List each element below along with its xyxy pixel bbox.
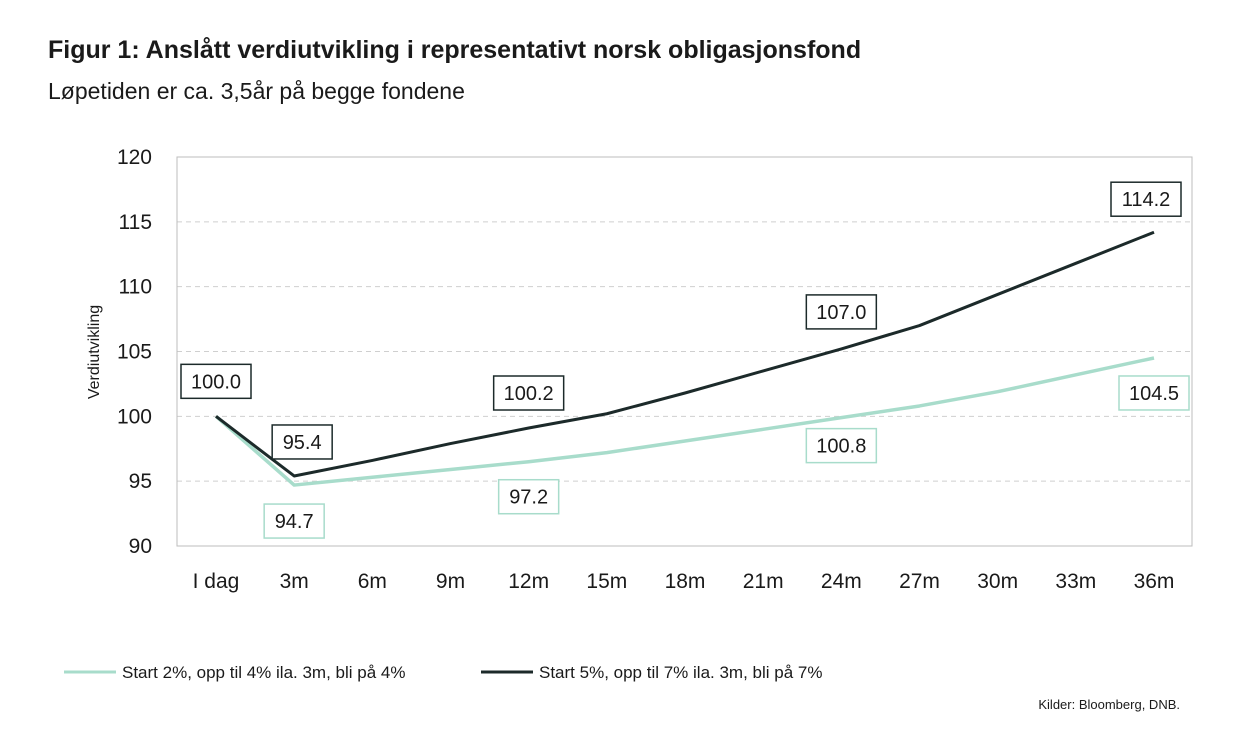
x-tick-label: 24m bbox=[821, 570, 862, 593]
data-label-box bbox=[805, 427, 878, 464]
x-tick-label: I dag bbox=[193, 570, 240, 593]
chart-subtitle: Løpetiden er ca. 3,5år på begge fondene bbox=[48, 78, 465, 104]
x-tick-label: 12m bbox=[508, 570, 549, 593]
x-tick-label: 27m bbox=[899, 570, 940, 593]
data-label-box bbox=[492, 375, 565, 411]
y-axis-label: Verdiutvikling bbox=[86, 305, 103, 399]
x-axis-ticks: I dag 3m 6m 9m 12m 15m 18m 21m 24m 27m 30m 33m 36m bbox=[193, 570, 1175, 593]
series-line bbox=[214, 356, 1155, 487]
data-label: 94.7 bbox=[275, 511, 314, 533]
data-label: 104.5 bbox=[1129, 383, 1179, 405]
y-tick-label: 115 bbox=[119, 211, 152, 234]
x-tick-label: 3m bbox=[280, 570, 309, 593]
series-line bbox=[215, 230, 1155, 478]
y-tick-label: 105 bbox=[117, 341, 152, 364]
x-tick-label: 36m bbox=[1134, 570, 1175, 593]
y-tick-label: 100 bbox=[117, 405, 152, 428]
data-label: 100.2 bbox=[504, 383, 554, 405]
x-tick-label: 21m bbox=[743, 570, 784, 593]
x-tick-label: 30m bbox=[977, 570, 1018, 593]
data-label: 97.2 bbox=[509, 487, 548, 509]
legend-label: Start 5%, opp til 7% ila. 3m, bli på 7% bbox=[539, 663, 822, 682]
data-label-box bbox=[497, 478, 560, 515]
x-tick-label: 6m bbox=[358, 570, 387, 593]
plot-frame bbox=[176, 156, 1193, 547]
data-label: 100.8 bbox=[816, 436, 866, 458]
y-axis-ticks: 90 95 100 105 110 115 120 bbox=[117, 146, 152, 558]
data-label: 95.4 bbox=[283, 432, 322, 454]
data-label: 114.2 bbox=[1122, 189, 1171, 211]
y-tick-label: 110 bbox=[119, 276, 152, 299]
series-lines bbox=[214, 230, 1155, 487]
y-tick-label: 120 bbox=[117, 146, 152, 169]
legend: Start 2%, opp til 4% ila. 3m, bli på 4% S… bbox=[64, 663, 822, 682]
data-label-box bbox=[263, 503, 325, 539]
data-label: 100.0 bbox=[191, 371, 241, 393]
x-tick-label: 9m bbox=[436, 570, 465, 593]
data-label: 107.0 bbox=[816, 302, 866, 324]
source-note: Kilder: Bloomberg, DNB. bbox=[1038, 697, 1180, 712]
data-label-box bbox=[1110, 181, 1182, 217]
x-tick-label: 33m bbox=[1055, 570, 1096, 593]
grid-lines bbox=[177, 221, 1192, 482]
data-label-box bbox=[271, 424, 333, 460]
data-labels: 94.7 97.2 100.8 104.5 100.0 95.4 100.2 107.0 114… bbox=[180, 181, 1190, 539]
x-tick-label: 18m bbox=[665, 570, 706, 593]
data-label-box bbox=[180, 363, 252, 400]
chart-title: Figur 1: Anslått verdiutvikling i repres… bbox=[48, 36, 862, 64]
data-label-box bbox=[805, 294, 878, 330]
data-label-box bbox=[1118, 375, 1190, 411]
y-tick-label: 95 bbox=[129, 470, 152, 493]
legend-label: Start 2%, opp til 4% ila. 3m, bli på 4% bbox=[122, 663, 405, 682]
y-tick-label: 90 bbox=[129, 535, 152, 558]
x-tick-label: 15m bbox=[586, 570, 627, 593]
